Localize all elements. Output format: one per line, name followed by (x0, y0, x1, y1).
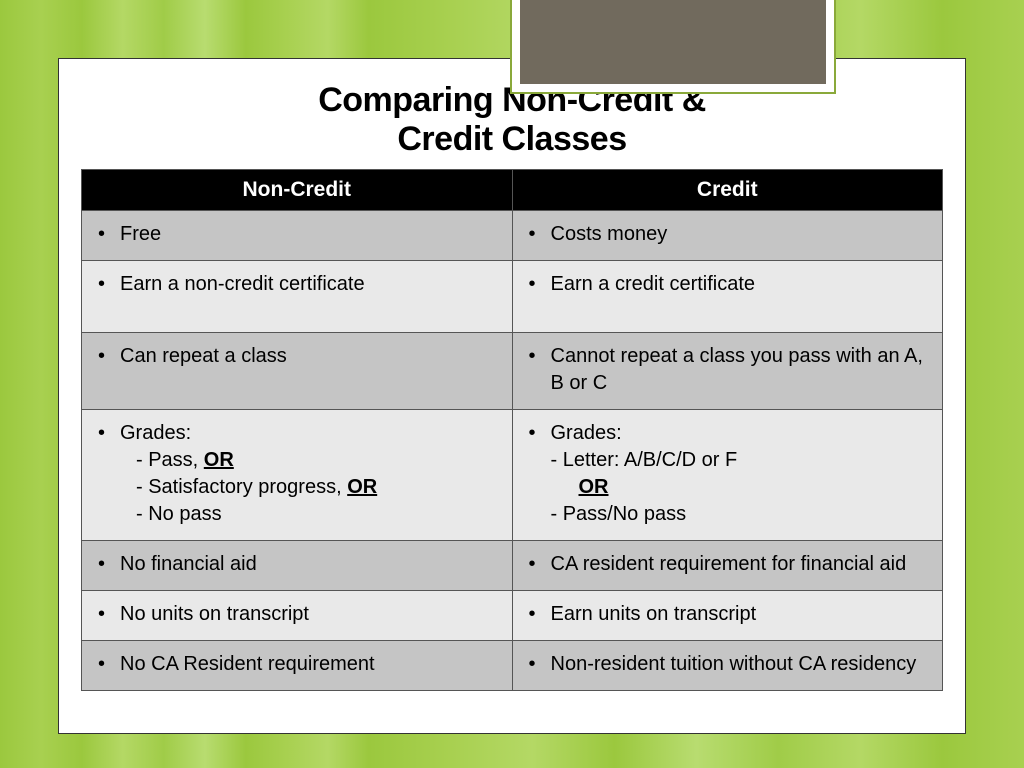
grades-right-line: - Letter: A/B/C/D or F (527, 447, 929, 474)
comparison-table: Non-Credit Credit Free Costs money Earn … (81, 169, 943, 691)
cell-text: Free (96, 221, 498, 248)
cell-text: No CA Resident requirement (96, 651, 498, 678)
content-card: Comparing Non-Credit & Credit Classes No… (58, 58, 966, 734)
cell-text: Earn a non-credit certificate (96, 271, 498, 298)
accent-fill (520, 0, 826, 84)
cell-text: Non-resident tuition without CA residenc… (527, 651, 929, 678)
cell-text: No financial aid (96, 551, 498, 578)
grades-left-a: - Pass, (136, 449, 204, 471)
grades-left-line: - No pass (96, 501, 498, 528)
grades-right-head: Grades: (527, 420, 929, 447)
cell-text: No units on transcript (96, 601, 498, 628)
header-credit: Credit (512, 170, 943, 211)
grades-left-head: Grades: (96, 420, 498, 447)
table-row: Free Costs money (82, 211, 943, 261)
grades-left-line: - Satisfactory progress, OR (96, 474, 498, 501)
or-label: OR (579, 476, 609, 498)
table-row: No CA Resident requirement Non-resident … (82, 641, 943, 691)
cell-text: Earn a credit certificate (527, 271, 929, 298)
grades-left-line: - Pass, OR (96, 447, 498, 474)
table-row: No units on transcript Earn units on tra… (82, 591, 943, 641)
grades-right-or: OR (527, 474, 929, 501)
or-label: OR (204, 449, 234, 471)
grades-left-b: - Satisfactory progress, (136, 476, 347, 498)
table-header-row: Non-Credit Credit (82, 170, 943, 211)
cell-text: Costs money (527, 221, 929, 248)
cell-text: Earn units on transcript (527, 601, 929, 628)
cell-text: Cannot repeat a class you pass with an A… (527, 343, 929, 397)
table-row: No financial aid CA resident requirement… (82, 541, 943, 591)
table-row: Can repeat a class Cannot repeat a class… (82, 333, 943, 410)
accent-decoration (510, 0, 836, 94)
cell-text: Can repeat a class (96, 343, 498, 370)
header-non-credit: Non-Credit (82, 170, 513, 211)
grades-right-line: - Pass/No pass (527, 501, 929, 528)
table-row-grades: Grades: - Pass, OR - Satisfactory progre… (82, 410, 943, 541)
title-line-2: Credit Classes (397, 120, 626, 158)
table-row: Earn a non-credit certificate Earn a cre… (82, 261, 943, 333)
or-label: OR (347, 476, 377, 498)
cell-text: CA resident requirement for financial ai… (527, 551, 929, 578)
